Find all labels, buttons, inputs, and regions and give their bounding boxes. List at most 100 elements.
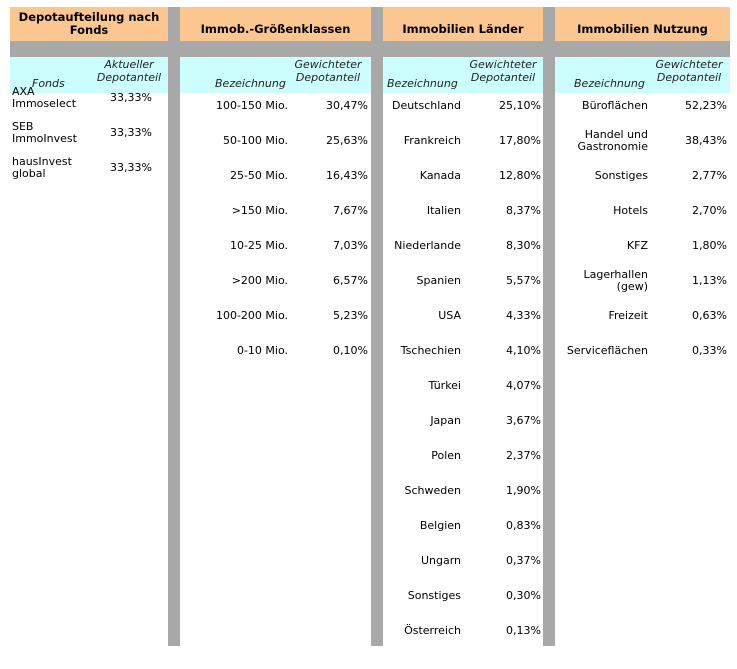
table-row: Serviceflächen 0,33% <box>555 339 730 363</box>
table-row: Japan 3,67% <box>383 409 543 433</box>
row-label: >150 Mio. <box>231 204 288 217</box>
row-label: Frankreich <box>403 134 461 147</box>
table-row: hausInvest global 33,33% <box>10 156 168 180</box>
table-row: Hotels 2,70% <box>555 199 730 223</box>
groesse-subheader: Bezeichnung Gewichteter Depotanteil <box>180 57 371 93</box>
fonds-column: Depotaufteilung nach Fonds Fonds Aktuell… <box>10 7 168 647</box>
row-value: 17,80% <box>499 134 541 147</box>
row-label: Polen <box>431 449 461 462</box>
row-label: Tschechien <box>400 344 461 357</box>
row-value: 6,57% <box>333 274 368 287</box>
table-row: 100-150 Mio. 30,47% <box>180 94 371 118</box>
row-label: Sonstiges <box>594 169 648 182</box>
row-value: 25,10% <box>499 99 541 112</box>
row-label: Handel und Gastronomie <box>577 128 648 153</box>
row-value: 33,33% <box>110 91 152 104</box>
row-label: 0-10 Mio. <box>236 344 288 357</box>
table-row: Tschechien 4,10% <box>383 339 543 363</box>
table-row: Polen 2,37% <box>383 444 543 468</box>
row-label: 10-25 Mio. <box>229 239 288 252</box>
laender-subheader: Bezeichnung Gewichteter Depotanteil <box>383 57 543 93</box>
row-label: Kanada <box>419 169 461 182</box>
table-row: Deutschland 25,10% <box>383 94 543 118</box>
row-value: 7,03% <box>333 239 368 252</box>
row-label: 50-100 Mio. <box>222 134 288 147</box>
row-label: Niederlande <box>394 239 461 252</box>
row-value: 2,37% <box>506 449 541 462</box>
table-row: Österreich 0,13% <box>383 619 543 643</box>
table-row: >150 Mio. 7,67% <box>180 199 371 223</box>
row-value: 4,07% <box>506 379 541 392</box>
table-row: >200 Mio. 6,57% <box>180 269 371 293</box>
row-value: 0,13% <box>506 624 541 637</box>
nutzung-column: Immobilien Nutzung Bezeichnung Gewichtet… <box>555 7 730 647</box>
table-row: 0-10 Mio. 0,10% <box>180 339 371 363</box>
row-label: Serviceflächen <box>566 344 648 357</box>
row-label: Spanien <box>416 274 461 287</box>
row-label: Türkei <box>428 379 461 392</box>
gray-band <box>10 41 168 57</box>
table-row: Spanien 5,57% <box>383 269 543 293</box>
col-label-bezeichnung: Bezeichnung <box>215 77 286 90</box>
row-value: 0,63% <box>692 309 727 322</box>
table-row: Freizeit 0,63% <box>555 304 730 328</box>
row-value: 8,37% <box>506 204 541 217</box>
gray-band <box>383 41 543 57</box>
row-value: 33,33% <box>110 126 152 139</box>
laender-header: Immobilien Länder <box>383 7 543 41</box>
row-label: Ungarn <box>420 554 461 567</box>
column-separator <box>168 7 180 646</box>
table-row: 100-200 Mio. 5,23% <box>180 304 371 328</box>
row-value: 1,90% <box>506 484 541 497</box>
row-value: 7,67% <box>333 204 368 217</box>
table-row: Sonstiges 2,77% <box>555 164 730 188</box>
col-label-fonds: Fonds <box>32 77 65 90</box>
row-label: KFZ <box>626 239 648 252</box>
row-value: 38,43% <box>685 134 727 147</box>
row-value: 0,33% <box>692 344 727 357</box>
row-value: 5,23% <box>333 309 368 322</box>
table-row: 25-50 Mio. 16,43% <box>180 164 371 188</box>
row-label: >200 Mio. <box>231 274 288 287</box>
table-row: Lagerhallen (gew) 1,13% <box>555 269 730 293</box>
row-label: 25-50 Mio. <box>229 169 288 182</box>
row-value: 1,80% <box>692 239 727 252</box>
table-row: Türkei 4,07% <box>383 374 543 398</box>
row-value: 4,10% <box>506 344 541 357</box>
col-label-gewichteter-depotanteil: Gewichteter Depotanteil <box>655 58 723 84</box>
row-label: 100-150 Mio. <box>215 99 288 112</box>
gray-band <box>555 41 730 57</box>
row-label: AXA Immoselect <box>12 85 77 110</box>
table-row: Niederlande 8,30% <box>383 234 543 258</box>
nutzung-header: Immobilien Nutzung <box>555 7 730 41</box>
nutzung-subheader: Bezeichnung Gewichteter Depotanteil <box>555 57 730 93</box>
col-label-depotanteil: Aktueller Depotanteil <box>96 58 162 84</box>
row-value: 8,30% <box>506 239 541 252</box>
row-value: 0,37% <box>506 554 541 567</box>
table-row: 50-100 Mio. 25,63% <box>180 129 371 153</box>
row-value: 33,33% <box>110 161 152 174</box>
table-row: Büroflächen 52,23% <box>555 94 730 118</box>
table-row: Frankreich 17,80% <box>383 129 543 153</box>
table-row: Sonstiges 0,30% <box>383 584 543 608</box>
row-value: 1,13% <box>692 274 727 287</box>
row-value: 0,30% <box>506 589 541 602</box>
row-label: hausInvest global <box>12 155 72 180</box>
groesse-header: Immob.-Größenklassen <box>180 7 371 41</box>
row-value: 3,67% <box>506 414 541 427</box>
col-label-bezeichnung: Bezeichnung <box>574 77 645 90</box>
row-label: 100-200 Mio. <box>215 309 288 322</box>
row-label: SEB ImmoInvest <box>12 120 77 145</box>
table-row: USA 4,33% <box>383 304 543 328</box>
fonds-subheader: Fonds Aktueller Depotanteil <box>10 57 168 93</box>
table-row: Schweden 1,90% <box>383 479 543 503</box>
row-label: Schweden <box>404 484 462 497</box>
row-label: Österreich <box>404 624 461 637</box>
row-value: 2,70% <box>692 204 727 217</box>
table-row: Kanada 12,80% <box>383 164 543 188</box>
row-label: Hotels <box>613 204 648 217</box>
row-value: 4,33% <box>506 309 541 322</box>
row-value: 30,47% <box>326 99 368 112</box>
col-label-gewichteter-depotanteil: Gewichteter Depotanteil <box>294 58 362 84</box>
row-label: USA <box>438 309 461 322</box>
